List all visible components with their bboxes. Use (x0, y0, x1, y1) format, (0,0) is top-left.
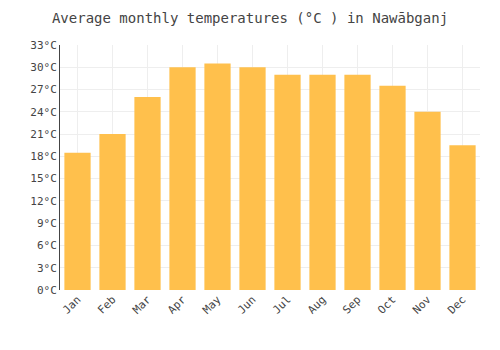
svg-text:Dec: Dec (445, 293, 468, 316)
svg-text:Oct: Oct (375, 293, 398, 316)
svg-text:Average monthly temperatures (: Average monthly temperatures (°C ) in Na… (52, 10, 448, 26)
svg-text:May: May (200, 293, 224, 317)
svg-text:Jun: Jun (235, 293, 258, 316)
svg-text:15°C: 15°C (30, 172, 57, 185)
svg-text:Mar: Mar (130, 293, 154, 317)
svg-text:27°C: 27°C (30, 83, 57, 96)
svg-text:0°C: 0°C (37, 284, 57, 297)
svg-text:33°C: 33°C (30, 39, 57, 52)
svg-text:Apr: Apr (165, 293, 189, 317)
svg-text:24°C: 24°C (30, 106, 57, 119)
svg-text:6°C: 6°C (37, 239, 57, 252)
svg-text:3°C: 3°C (37, 262, 57, 275)
svg-text:Feb: Feb (95, 293, 118, 316)
svg-text:Nov: Nov (410, 293, 434, 317)
svg-text:18°C: 18°C (30, 150, 57, 163)
svg-text:12°C: 12°C (30, 195, 57, 208)
svg-text:Sep: Sep (340, 293, 363, 316)
svg-text:30°C: 30°C (30, 61, 57, 74)
svg-text:Jul: Jul (270, 293, 293, 316)
svg-text:9°C: 9°C (37, 217, 57, 230)
svg-text:Jan: Jan (60, 293, 83, 316)
svg-text:Aug: Aug (305, 293, 328, 316)
svg-text:21°C: 21°C (30, 128, 57, 141)
